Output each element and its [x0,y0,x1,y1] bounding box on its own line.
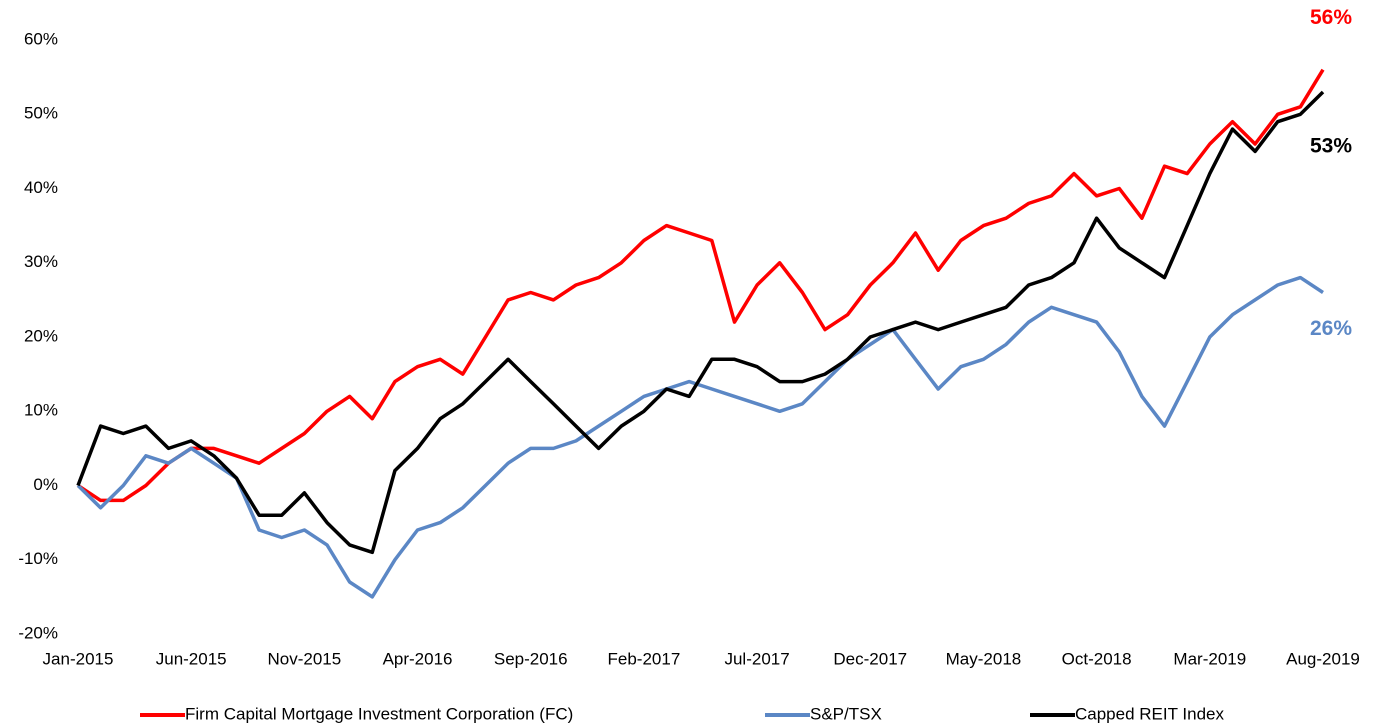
x-tick-label: Dec-2017 [833,649,907,668]
y-tick-label: 30% [24,252,58,271]
data-label: 26% [1310,317,1352,340]
legend-label: Firm Capital Mortgage Investment Corpora… [185,704,573,723]
x-tick-label: May-2018 [946,649,1022,668]
y-tick-label: -10% [18,549,58,568]
y-tick-label: 20% [24,326,58,345]
x-tick-label: Feb-2017 [608,649,681,668]
x-tick-label: Aug-2019 [1286,649,1360,668]
x-tick-label: Sep-2016 [494,649,568,668]
x-tick-label: Jan-2015 [43,649,114,668]
data-label: 56% [1310,6,1352,29]
legend-label: Capped REIT Index [1075,704,1224,723]
series-line [76,275,1324,599]
y-tick-label: 40% [24,178,58,197]
series-line [76,90,1325,555]
y-tick-label: 50% [24,104,58,123]
x-tick-label: Jun-2015 [156,649,227,668]
x-tick-label: Nov-2015 [268,649,342,668]
legend-label: S&P/TSX [810,704,882,723]
y-tick-label: -20% [18,623,58,642]
x-tick-label: Oct-2018 [1062,649,1132,668]
series-line [77,68,1325,503]
data-label: 53% [1310,135,1352,158]
x-tick-label: Jul-2017 [724,649,789,668]
y-tick-label: 10% [24,401,58,420]
x-tick-label: Mar-2019 [1173,649,1246,668]
x-tick-label: Apr-2016 [383,649,453,668]
y-tick-label: 0% [33,475,58,494]
y-tick-label: 60% [24,29,58,48]
